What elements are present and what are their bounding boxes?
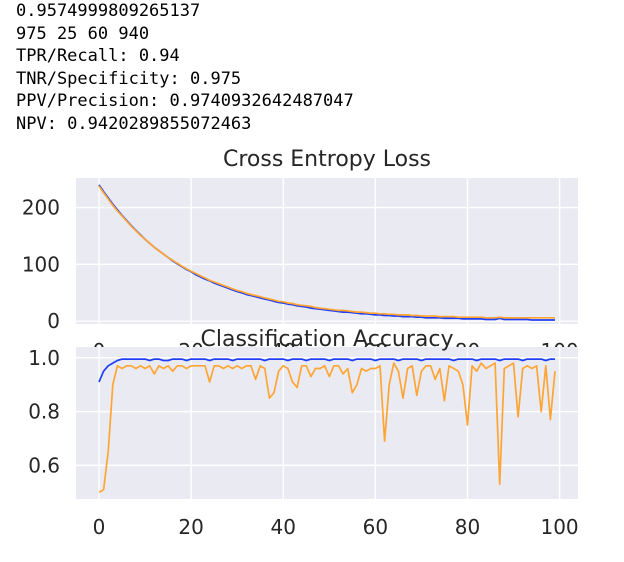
x-tick-label: 40 bbox=[271, 515, 296, 539]
x-tick-label: 20 bbox=[178, 515, 203, 539]
x-tick-label: 0 bbox=[93, 515, 106, 539]
output-line: PPV/Precision: 0.9740932642487047 bbox=[16, 91, 354, 111]
y-tick-label: 0 bbox=[47, 309, 60, 333]
chart-title: Cross Entropy Loss bbox=[223, 147, 431, 172]
x-tick-label: 80 bbox=[455, 515, 480, 539]
output-line: NPV: 0.9420289855072463 bbox=[16, 113, 252, 134]
output-line: 0.9574999809265137 bbox=[16, 1, 201, 21]
y-tick-label: 0.8 bbox=[28, 400, 60, 424]
chart-title: Classification Accuracy bbox=[201, 327, 454, 352]
output-line: TNR/Specificity: 0.975 bbox=[16, 68, 242, 89]
y-tick-label: 1.0 bbox=[28, 346, 60, 370]
output-line: 975 25 60 940 bbox=[16, 23, 150, 44]
plot-panel bbox=[76, 178, 578, 324]
series-line bbox=[98, 358, 555, 383]
x-tick-label: 100 bbox=[540, 515, 578, 539]
x-tick-label: 60 bbox=[363, 515, 388, 539]
output-line: TPR/Recall: 0.94 bbox=[16, 46, 180, 66]
y-tick-label: 100 bbox=[22, 252, 60, 276]
series-line bbox=[98, 362, 556, 494]
series-line bbox=[98, 185, 555, 319]
y-tick-label: 0.6 bbox=[28, 453, 60, 477]
y-tick-label: 200 bbox=[22, 196, 60, 220]
cell-output: 0.9574999809265137 975 25 60 940 TPR/Recal… bbox=[16, 0, 354, 135]
